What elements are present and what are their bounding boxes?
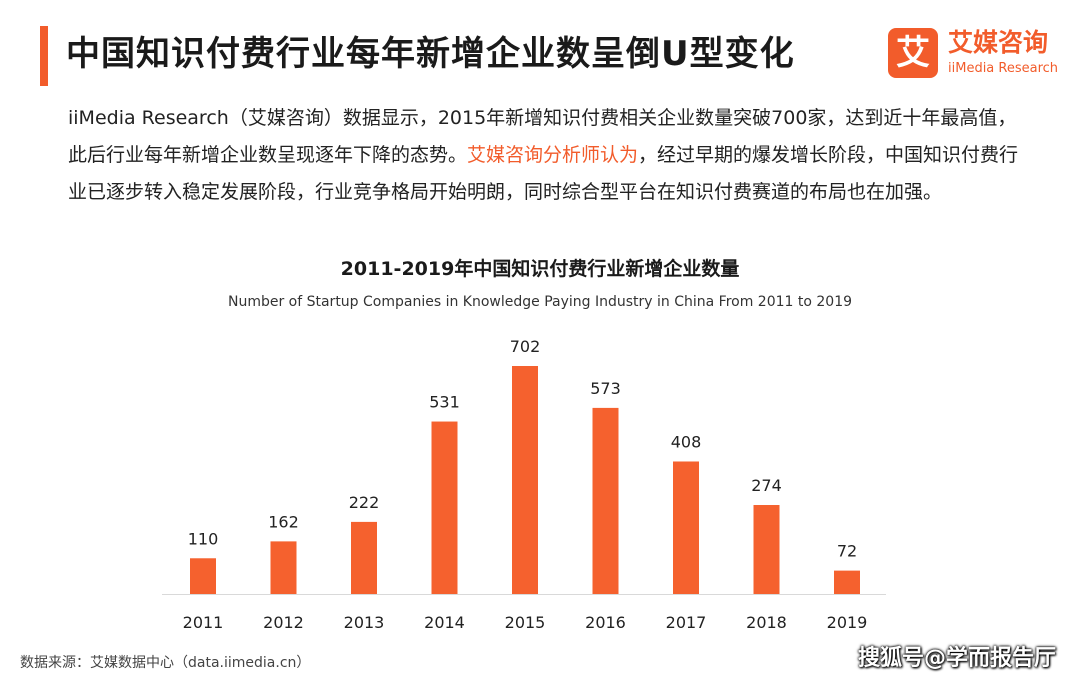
data-label-2018: 274 (751, 476, 782, 495)
logo-chinese-name: 艾媒咨询 (948, 28, 1049, 57)
bar-2017 (673, 461, 699, 594)
chart-subtitle: Number of Startup Companies in Knowledge… (227, 294, 853, 310)
bar-2013 (351, 521, 377, 594)
x-tick-2012: 2012 (263, 613, 304, 632)
data-label-2017: 408 (671, 432, 702, 451)
data-label-2019: 72 (837, 542, 857, 561)
x-tick-2011: 2011 (183, 613, 224, 632)
x-tick-2016: 2016 (585, 613, 626, 632)
summary-paragraph: iiMedia Research（艾媒咨询）数据显示，2015年新增知识付费相关… (68, 100, 1028, 211)
x-tick-2014: 2014 (424, 613, 465, 632)
x-tick-2017: 2017 (666, 613, 707, 632)
watermark: 搜狐号@学而报告厅 (857, 646, 1056, 671)
bar-chart: 110 2011 162 2012 222 2013 531 2014 702 2015 573 20… (162, 337, 886, 632)
summary-text-1: iiMedia Research（艾媒咨询）数据显示，2015年新增知识付费相关… (68, 107, 1017, 166)
data-label-2014: 531 (429, 393, 460, 412)
data-label-2016: 573 (590, 379, 621, 398)
data-label-2013: 222 (349, 493, 380, 512)
bar-2019 (834, 570, 860, 594)
x-tick-2018: 2018 (746, 613, 787, 632)
x-tick-2013: 2013 (344, 613, 385, 632)
data-label-2015: 702 (510, 337, 541, 356)
data-source: 数据来源：艾媒数据中心（data.iimedia.cn） (20, 655, 311, 671)
data-label-2012: 162 (268, 512, 299, 531)
bar-2011 (190, 558, 216, 594)
iimedia-logo: 艾 艾媒咨询 iiMedia Research (888, 28, 1068, 80)
logo-mark: 艾 (888, 28, 938, 78)
bar-2018 (753, 505, 780, 594)
data-label-2011: 110 (188, 529, 219, 548)
analyst-highlight: 艾媒咨询分析师认为 (467, 144, 639, 166)
bar-2014 (431, 421, 458, 594)
logo-english-name: iiMedia Research (948, 61, 1059, 76)
summary-text-2: ，经过早期的爆发增长阶段，中国知识付费行业已逐步转入稳定发展阶段，行业竞争格局开… (68, 144, 1019, 203)
title-accent-bar (40, 26, 48, 86)
page-title: 中国知识付费行业每年新增企业数呈倒U型变化 (66, 34, 795, 74)
bar-2015 (512, 366, 538, 594)
bar-2016 (592, 407, 619, 594)
bar-2012 (270, 541, 297, 594)
x-tick-2019: 2019 (827, 613, 868, 632)
x-tick-2015: 2015 (505, 613, 546, 632)
chart-title: 2011-2019年中国知识付费行业新增企业数量 (340, 258, 740, 280)
